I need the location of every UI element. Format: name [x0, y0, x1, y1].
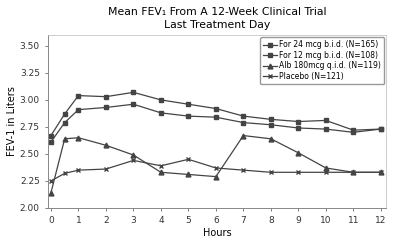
For 12 mcg b.i.d. (N=108)	[76, 108, 81, 111]
Placebo (N=121)	[296, 171, 301, 174]
Alb 180mcg q.i.d. (N=119)	[268, 137, 273, 140]
Alb 180mcg q.i.d. (N=119)	[186, 173, 191, 176]
Line: Alb 180mcg q.i.d. (N=119): Alb 180mcg q.i.d. (N=119)	[48, 133, 383, 195]
Line: Placebo (N=121): Placebo (N=121)	[48, 157, 383, 183]
Alb 180mcg q.i.d. (N=119)	[214, 175, 218, 178]
Legend: For 24 mcg b.i.d. (N=165), For 12 mcg b.i.d. (N=108), Alb 180mcg q.i.d. (N=119),: For 24 mcg b.i.d. (N=165), For 12 mcg b.…	[260, 37, 384, 84]
Alb 180mcg q.i.d. (N=119)	[323, 167, 328, 170]
Line: For 24 mcg b.i.d. (N=165): For 24 mcg b.i.d. (N=165)	[48, 90, 383, 138]
For 24 mcg b.i.d. (N=165)	[323, 119, 328, 122]
Alb 180mcg q.i.d. (N=119)	[379, 171, 383, 174]
For 24 mcg b.i.d. (N=165)	[351, 129, 356, 132]
Placebo (N=121)	[323, 171, 328, 174]
Alb 180mcg q.i.d. (N=119)	[241, 134, 246, 137]
For 24 mcg b.i.d. (N=165)	[241, 115, 246, 118]
For 12 mcg b.i.d. (N=108)	[296, 126, 301, 129]
For 12 mcg b.i.d. (N=108)	[268, 123, 273, 126]
For 24 mcg b.i.d. (N=165)	[48, 134, 53, 137]
For 12 mcg b.i.d. (N=108)	[241, 121, 246, 124]
For 24 mcg b.i.d. (N=165)	[76, 94, 81, 97]
For 12 mcg b.i.d. (N=108)	[214, 116, 218, 119]
Alb 180mcg q.i.d. (N=119)	[48, 191, 53, 194]
For 24 mcg b.i.d. (N=165)	[296, 120, 301, 123]
For 12 mcg b.i.d. (N=108)	[48, 141, 53, 144]
For 12 mcg b.i.d. (N=108)	[379, 128, 383, 131]
Placebo (N=121)	[62, 172, 67, 175]
For 24 mcg b.i.d. (N=165)	[186, 103, 191, 106]
For 24 mcg b.i.d. (N=165)	[62, 112, 67, 115]
For 12 mcg b.i.d. (N=108)	[158, 111, 163, 114]
For 24 mcg b.i.d. (N=165)	[131, 91, 136, 94]
For 24 mcg b.i.d. (N=165)	[214, 107, 218, 110]
Alb 180mcg q.i.d. (N=119)	[62, 137, 67, 140]
Alb 180mcg q.i.d. (N=119)	[351, 171, 356, 174]
Y-axis label: FEV-1 in Liters: FEV-1 in Liters	[7, 86, 17, 157]
X-axis label: Hours: Hours	[203, 228, 232, 238]
Placebo (N=121)	[268, 171, 273, 174]
Placebo (N=121)	[351, 171, 356, 174]
For 24 mcg b.i.d. (N=165)	[268, 118, 273, 121]
Placebo (N=121)	[158, 164, 163, 167]
Alb 180mcg q.i.d. (N=119)	[296, 151, 301, 154]
Alb 180mcg q.i.d. (N=119)	[76, 136, 81, 139]
For 12 mcg b.i.d. (N=108)	[104, 106, 108, 109]
Placebo (N=121)	[104, 168, 108, 171]
For 24 mcg b.i.d. (N=165)	[158, 98, 163, 101]
Alb 180mcg q.i.d. (N=119)	[158, 171, 163, 174]
For 24 mcg b.i.d. (N=165)	[104, 95, 108, 98]
Placebo (N=121)	[186, 158, 191, 161]
For 12 mcg b.i.d. (N=108)	[62, 121, 67, 124]
For 12 mcg b.i.d. (N=108)	[351, 131, 356, 134]
Alb 180mcg q.i.d. (N=119)	[131, 154, 136, 157]
For 12 mcg b.i.d. (N=108)	[186, 115, 191, 118]
Alb 180mcg q.i.d. (N=119)	[104, 144, 108, 147]
Placebo (N=121)	[48, 180, 53, 183]
For 12 mcg b.i.d. (N=108)	[131, 103, 136, 106]
Title: Mean FEV₁ From A 12-Week Clinical Trial
Last Treatment Day: Mean FEV₁ From A 12-Week Clinical Trial …	[108, 7, 327, 30]
Placebo (N=121)	[214, 167, 218, 170]
Placebo (N=121)	[379, 171, 383, 174]
Placebo (N=121)	[76, 169, 81, 171]
Placebo (N=121)	[131, 159, 136, 162]
Placebo (N=121)	[241, 169, 246, 171]
For 12 mcg b.i.d. (N=108)	[323, 128, 328, 131]
For 24 mcg b.i.d. (N=165)	[379, 128, 383, 131]
Line: For 12 mcg b.i.d. (N=108): For 12 mcg b.i.d. (N=108)	[49, 102, 383, 144]
